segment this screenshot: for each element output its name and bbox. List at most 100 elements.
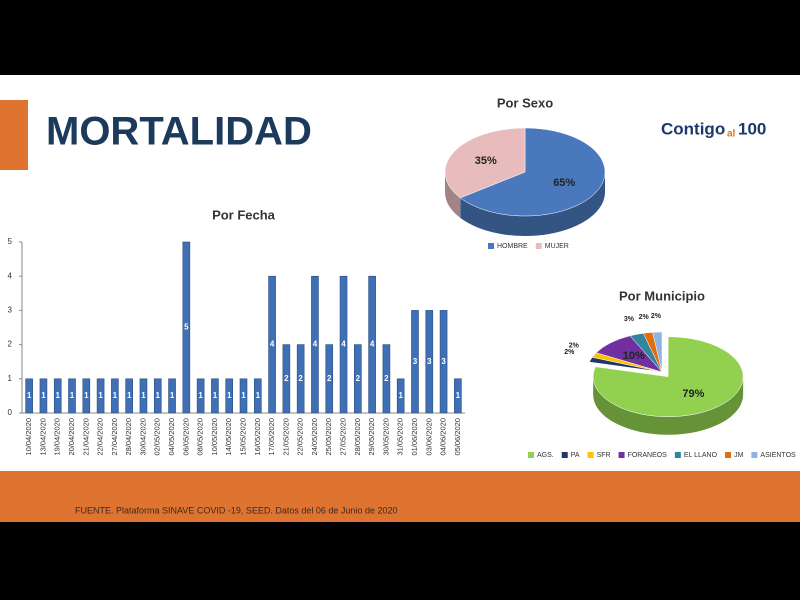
data-label: 2 bbox=[356, 374, 361, 383]
pie-slice-side bbox=[460, 172, 606, 237]
bar bbox=[168, 378, 176, 414]
data-label: 4 bbox=[341, 340, 346, 349]
x-tick-label: 17/05/2020 bbox=[267, 418, 276, 456]
logo-number: 100 bbox=[738, 119, 766, 138]
legend-swatch bbox=[561, 452, 568, 458]
bar bbox=[25, 378, 33, 414]
bar bbox=[396, 378, 405, 414]
data-label: 2 bbox=[298, 374, 303, 383]
data-label: 4 bbox=[313, 340, 318, 349]
slide-title: MORTALIDAD bbox=[46, 110, 312, 154]
legend-swatch bbox=[587, 452, 594, 458]
y-tick-label: 1 bbox=[8, 374, 13, 383]
data-label: 1 bbox=[70, 391, 75, 400]
data-label: 2 bbox=[284, 374, 289, 383]
x-tick-label: 21/04/2020 bbox=[81, 418, 90, 456]
x-tick-label: 20/04/2020 bbox=[67, 418, 76, 456]
bar bbox=[325, 344, 334, 414]
bar bbox=[311, 275, 319, 414]
data-label: 2% bbox=[651, 313, 662, 320]
legend-swatch bbox=[725, 452, 732, 458]
data-label: 1 bbox=[227, 391, 232, 400]
bar bbox=[454, 378, 462, 414]
legend-label: HOMBRE bbox=[497, 243, 528, 250]
bar bbox=[139, 378, 148, 414]
pie-slice bbox=[444, 127, 526, 199]
x-tick-label: 16/05/2020 bbox=[253, 418, 262, 456]
pie-slice bbox=[652, 331, 663, 373]
x-tick-label: 28/04/2020 bbox=[124, 418, 133, 456]
data-label: 10% bbox=[623, 350, 645, 362]
legend-label: MUJER bbox=[545, 243, 569, 250]
pie-slice bbox=[459, 127, 606, 217]
bar bbox=[82, 378, 91, 414]
y-tick-label: 0 bbox=[8, 408, 13, 417]
bar bbox=[382, 344, 391, 414]
legend-label: SFR bbox=[597, 452, 611, 459]
data-label: 1 bbox=[241, 391, 246, 400]
legend-label: EL LLANO bbox=[684, 452, 718, 459]
x-tick-label: 10/05/2020 bbox=[210, 418, 219, 456]
x-tick-label: 04/05/2020 bbox=[167, 418, 176, 456]
x-tick-label: 21/05/2020 bbox=[281, 418, 290, 456]
bar bbox=[439, 310, 448, 414]
x-tick-label: 27/04/2020 bbox=[110, 418, 119, 456]
bar bbox=[125, 378, 133, 414]
chart-title: Por Sexo bbox=[497, 95, 553, 110]
data-label: 2% bbox=[569, 343, 580, 350]
data-label: 2% bbox=[564, 349, 575, 356]
accent-block bbox=[0, 100, 28, 170]
x-tick-label: 15/05/2020 bbox=[238, 418, 247, 456]
y-tick-label: 2 bbox=[8, 340, 13, 349]
legend-label: AGS. bbox=[537, 452, 554, 459]
bar bbox=[68, 378, 76, 414]
data-label: 1 bbox=[113, 391, 118, 400]
data-label: 2 bbox=[384, 374, 389, 383]
bar bbox=[354, 344, 362, 414]
data-label: 1 bbox=[170, 391, 175, 400]
bar bbox=[268, 275, 276, 414]
legend-swatch bbox=[488, 243, 494, 249]
data-label: 3 bbox=[427, 357, 432, 366]
x-tick-label: 04/06/2020 bbox=[439, 418, 448, 456]
x-tick-label: 30/04/2020 bbox=[138, 418, 147, 456]
x-tick-label: 27/05/2020 bbox=[339, 418, 348, 456]
data-label: 1 bbox=[27, 391, 32, 400]
x-tick-label: 31/05/2020 bbox=[396, 418, 405, 456]
data-label: 1 bbox=[456, 391, 461, 400]
y-tick-label: 4 bbox=[8, 271, 13, 280]
bar bbox=[282, 344, 291, 414]
legend-label: ASIENTOS bbox=[760, 452, 796, 459]
x-tick-label: 10/04/2020 bbox=[24, 418, 33, 456]
data-label: 2 bbox=[327, 374, 332, 383]
bar bbox=[211, 378, 219, 414]
legend-label: FORANEOS bbox=[628, 452, 668, 459]
bar bbox=[425, 310, 434, 414]
data-label: 4 bbox=[270, 340, 275, 349]
data-label: 1 bbox=[84, 391, 89, 400]
data-label: 3 bbox=[441, 357, 446, 366]
data-label: 5 bbox=[184, 323, 189, 332]
x-tick-label: 06/05/2020 bbox=[181, 418, 190, 456]
x-tick-label: 14/05/2020 bbox=[224, 418, 233, 456]
bar bbox=[296, 344, 305, 414]
data-label: 1 bbox=[213, 391, 218, 400]
chart-title: Por Fecha bbox=[212, 207, 276, 222]
legend-label: JM bbox=[734, 452, 744, 459]
bar bbox=[239, 378, 248, 414]
bar bbox=[111, 378, 119, 414]
x-tick-label: 25/05/2020 bbox=[324, 418, 333, 456]
x-tick-label: 28/05/2020 bbox=[353, 418, 362, 456]
legend-label: PA bbox=[571, 452, 580, 459]
pie-slice bbox=[592, 336, 744, 417]
bar bbox=[53, 378, 62, 414]
data-label: 1 bbox=[41, 391, 46, 400]
logo-small: al bbox=[727, 129, 736, 140]
data-label: 1 bbox=[256, 391, 261, 400]
x-tick-label: 08/05/2020 bbox=[196, 418, 205, 456]
bar bbox=[196, 378, 205, 414]
bar bbox=[39, 378, 48, 414]
x-tick-label: 24/05/2020 bbox=[310, 418, 319, 456]
